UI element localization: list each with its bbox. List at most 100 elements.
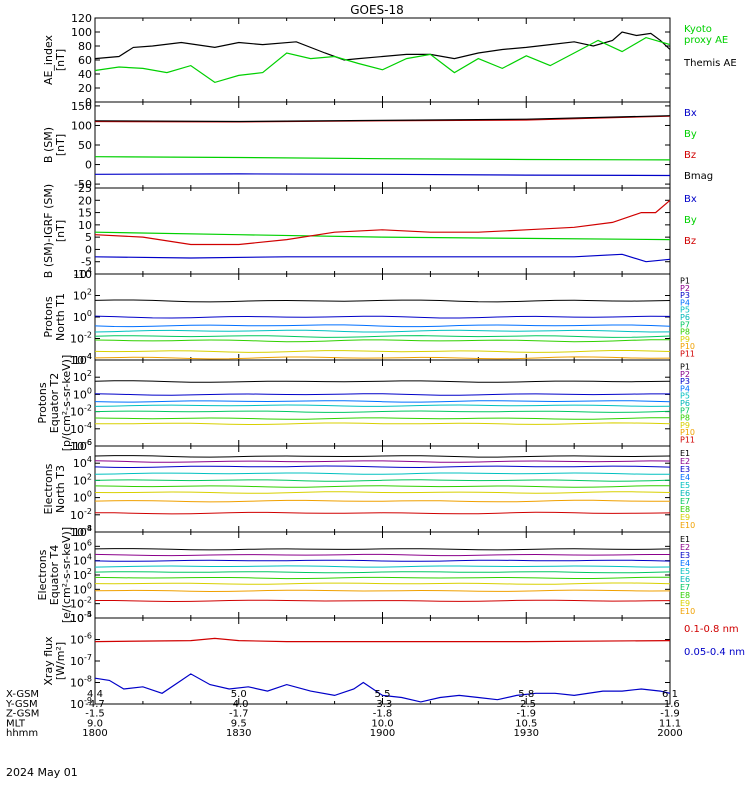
legend-label: E2 [680, 543, 690, 552]
bottom-value: 9.0 [87, 718, 103, 729]
series-e4 [94, 565, 671, 568]
bottom-value: 1900 [370, 728, 395, 739]
bottom-value: -2.5 [516, 699, 536, 710]
y-axis-label: North T1 [54, 293, 67, 341]
bottom-row-label: Y-GSM [5, 699, 38, 710]
panel-frame [94, 445, 671, 533]
legend-label: P11 [680, 349, 695, 358]
legend-label: E6 [680, 575, 690, 584]
y-axis-label: [nT] [54, 134, 67, 156]
y-tick-label: 0 [85, 159, 92, 172]
bottom-value: -3.3 [373, 699, 393, 710]
y-tick-label: 10-2 [70, 331, 92, 346]
y-axis-label: B (SM)-IGRF (SM) [42, 184, 55, 278]
legend-label: E6 [680, 489, 690, 498]
legend-label: E10 [680, 607, 695, 616]
legend-label: P6 [680, 313, 690, 322]
date-label: 2024 May 01 [6, 766, 78, 779]
y-tick-label: 100 [73, 490, 92, 505]
series-p1 [94, 380, 671, 383]
y-axis-label: AE_index [42, 34, 55, 85]
legend-label: P10 [680, 342, 695, 351]
bottom-value: -1.8 [373, 709, 393, 720]
bottom-row-label: hhmm [6, 728, 38, 739]
y-tick-label: 104 [73, 352, 92, 367]
legend-label: P3 [680, 291, 690, 300]
y-tick-label: 20 [78, 82, 92, 95]
bottom-value: -1.9 [660, 709, 680, 720]
series-0-1-0-8-nm [94, 637, 671, 643]
series-by [94, 231, 671, 241]
y-tick-label: 80 [78, 40, 92, 53]
series-e7 [94, 582, 671, 585]
series-p7 [94, 410, 671, 413]
y-tick-label: 104 [73, 455, 92, 470]
series-e1 [94, 455, 671, 458]
panel-frame [94, 359, 671, 447]
bottom-value: 11.1 [659, 718, 681, 729]
bottom-value: 10.0 [371, 718, 393, 729]
series-p9 [94, 422, 671, 426]
y-tick-label: 10 [78, 219, 92, 232]
bottom-value: 1800 [82, 728, 107, 739]
y-tick-label: 104 [73, 553, 92, 568]
series-p5 [94, 404, 671, 407]
series-p7 [94, 335, 671, 338]
y-tick-label: 100 [73, 581, 92, 596]
legend-label: 0.1-0.8 nm [684, 624, 739, 635]
legend-label: P7 [680, 406, 690, 415]
y-tick-label: 10-5 [70, 610, 92, 625]
bottom-row-label: X-GSM [6, 689, 39, 700]
y-axis-label: Electrons [36, 549, 49, 600]
legend-label: Bx [684, 194, 697, 205]
y-tick-label: 15 [78, 207, 92, 220]
legend-label: P11 [680, 435, 695, 444]
series-e2 [94, 460, 671, 463]
bottom-row-label: Z-GSM [6, 709, 39, 720]
y-tick-label: 5 [85, 231, 92, 244]
legend-label: Bz [684, 150, 696, 161]
y-tick-label: 10-6 [70, 632, 92, 647]
bottom-value: 9.5 [231, 718, 247, 729]
legend-label: P8 [680, 414, 690, 423]
series-e5 [94, 571, 671, 574]
y-axis-label: [e/(cm²-s-sr-keV)] [60, 527, 73, 623]
y-tick-label: 20 [78, 194, 92, 207]
y-axis-label: Electrons [42, 463, 55, 514]
y-tick-label: 120 [71, 12, 92, 25]
series-p4 [94, 400, 671, 403]
y-tick-label: 10-7 [70, 653, 92, 668]
legend-label: P10 [680, 428, 695, 437]
series-bx [94, 173, 671, 177]
y-tick-label: 40 [78, 68, 92, 81]
y-tick-label: -5 [81, 256, 92, 269]
legend-label: E3 [680, 551, 690, 560]
y-axis-label: [W/m²] [54, 642, 67, 680]
legend-label: E2 [680, 457, 690, 466]
legend-label: P1 [680, 363, 690, 372]
y-tick-label: 50 [78, 139, 92, 152]
legend-label: By [684, 129, 697, 140]
legend-label: Bx [684, 108, 697, 119]
series-e3 [94, 465, 671, 469]
series-e5 [94, 479, 671, 482]
legend-label: proxy AE [684, 35, 728, 46]
series-e6 [94, 485, 671, 488]
y-axis-label: Equator T2 [48, 373, 61, 433]
series-bmag [94, 115, 671, 123]
series-p4 [94, 324, 671, 328]
y-axis-label: [p/(cm²-s-sr-keV)] [60, 355, 73, 452]
bottom-value: 6.1 [662, 689, 678, 700]
series-e4 [94, 472, 670, 475]
y-axis-label: [nT] [54, 220, 67, 242]
bottom-value: 5.0 [231, 689, 247, 700]
legend-label: P5 [680, 306, 690, 315]
legend-label: P4 [680, 298, 690, 307]
series-e1 [94, 548, 671, 551]
